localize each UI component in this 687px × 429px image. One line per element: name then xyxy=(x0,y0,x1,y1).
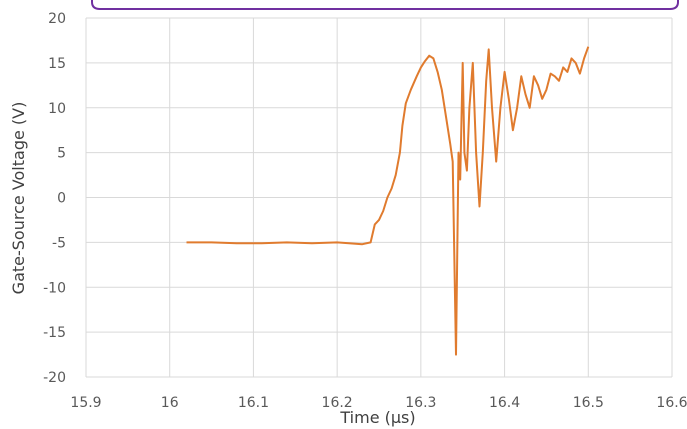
y-tick-label: -20 xyxy=(43,370,66,386)
y-tick-label: 20 xyxy=(48,11,66,27)
x-tick-label: 15.9 xyxy=(70,395,101,411)
gridlines xyxy=(85,17,673,378)
x-tick-label: 16.5 xyxy=(573,395,604,411)
series-line-gate-source-voltage xyxy=(186,46,590,356)
x-tick-label: 16.4 xyxy=(489,395,520,411)
y-tick-labels: 20 15 10 5 0 -5 -10 -15 -20 xyxy=(43,11,66,386)
y-tick-label: 5 xyxy=(57,146,66,162)
y-tick-label: 15 xyxy=(48,56,66,72)
x-tick-label: 16.1 xyxy=(238,395,269,411)
x-tick-labels: 15.9 16 16.1 16.2 16.3 16.4 16.5 16.6 xyxy=(70,395,687,411)
x-axis-label: Time (µs) xyxy=(339,408,415,427)
frame-accent-border xyxy=(91,0,679,10)
y-tick-label: 0 xyxy=(57,191,66,207)
y-axis-label: Gate-Source Voltage (V) xyxy=(9,102,28,295)
x-tick-label: 16.2 xyxy=(322,395,353,411)
y-tick-label: -5 xyxy=(52,235,66,251)
y-tick-label: -15 xyxy=(43,325,66,341)
y-tick-label: 10 xyxy=(48,101,66,117)
x-tick-label: 16 xyxy=(161,395,179,411)
y-tick-label: -10 xyxy=(43,280,66,296)
x-tick-label: 16.3 xyxy=(405,395,436,411)
x-tick-label: 16.6 xyxy=(656,395,687,411)
